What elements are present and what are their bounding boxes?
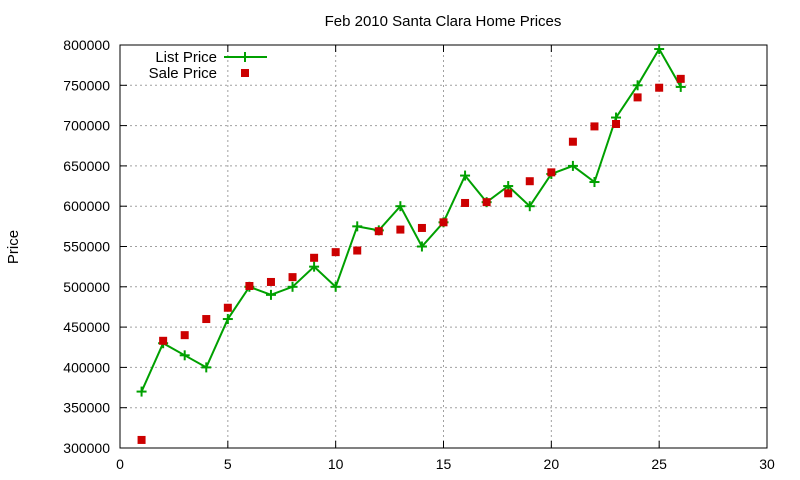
y-tick-label: 600000 — [63, 198, 110, 214]
list-price-point — [524, 201, 535, 212]
list-price-point — [287, 281, 298, 292]
sale-price-point — [568, 137, 577, 146]
y-tick-label: 700000 — [63, 118, 110, 134]
sale-price-point — [547, 168, 556, 177]
sale-price-point — [439, 218, 448, 227]
x-tick-label: 5 — [224, 456, 232, 472]
y-tick-label: 400000 — [63, 359, 110, 375]
sale-price-point — [137, 435, 146, 444]
y-tick-label: 450000 — [63, 319, 110, 335]
list-price-point — [222, 314, 233, 325]
y-tick-label: 500000 — [63, 279, 110, 295]
sale-price-point — [245, 281, 254, 290]
sale-price-point — [633, 93, 642, 102]
y-tick-label: 800000 — [63, 37, 110, 53]
list-price-point — [675, 81, 686, 92]
legend-label: Sale Price — [149, 65, 217, 82]
series-sale-price — [137, 74, 685, 444]
y-tick-label: 550000 — [63, 239, 110, 255]
list-price-point — [460, 170, 471, 181]
sale-price-point — [159, 336, 168, 345]
sale-price-point — [396, 225, 405, 234]
sale-price-point — [461, 198, 470, 207]
list-price-point — [201, 362, 212, 373]
sale-price-point — [266, 277, 275, 286]
list-price-point — [136, 386, 147, 397]
sale-price-point — [482, 198, 491, 207]
list-price-point — [265, 289, 276, 300]
legend-marker-sale-price — [241, 69, 249, 77]
legend-marker-list-price — [240, 52, 250, 62]
y-axis-label: Price — [5, 230, 22, 264]
list-price-point — [654, 44, 665, 55]
x-tick-label: 25 — [651, 456, 667, 472]
list-price-point — [330, 281, 341, 292]
sale-price-point — [202, 315, 211, 324]
sale-price-point — [180, 331, 189, 340]
sale-price-point — [374, 227, 383, 236]
x-tick-label: 0 — [116, 456, 124, 472]
x-tick-label: 30 — [759, 456, 775, 472]
sale-price-point — [288, 273, 297, 282]
sale-price-point — [504, 189, 513, 198]
axis-ticks: 0 5 10 15 20 25 30 300000 350000 400000 450000 5000… — [63, 37, 775, 472]
sale-price-point — [417, 223, 426, 232]
x-tick-label: 20 — [544, 456, 560, 472]
sale-price-point — [331, 248, 340, 257]
list-price-point — [309, 261, 320, 272]
y-tick-label: 750000 — [63, 77, 110, 93]
list-price-point — [632, 80, 643, 91]
list-price-point — [416, 241, 427, 252]
grid-lines — [120, 45, 767, 448]
x-tick-label: 10 — [328, 456, 344, 472]
list-price-point — [395, 201, 406, 212]
x-tick-label: 15 — [436, 456, 452, 472]
list-price-line — [140, 47, 682, 392]
y-tick-label: 650000 — [63, 158, 110, 174]
sale-price-point — [655, 83, 664, 92]
sale-price-point — [525, 177, 534, 186]
y-tick-label: 300000 — [63, 440, 110, 456]
list-price-point — [179, 350, 190, 361]
sale-price-point — [612, 119, 621, 128]
sale-price-point — [590, 122, 599, 131]
list-price-point — [352, 221, 363, 232]
sale-price-point — [310, 253, 319, 262]
list-price-point — [567, 160, 578, 171]
series-list-price — [136, 44, 686, 397]
legend-label: List Price — [155, 49, 217, 66]
chart-title: Feb 2010 Santa Clara Home Prices — [325, 13, 562, 30]
sale-price-point — [676, 74, 685, 83]
y-tick-label: 350000 — [63, 400, 110, 416]
sale-price-point — [223, 303, 232, 312]
list-price-point — [589, 177, 600, 188]
series-layer — [136, 44, 686, 444]
sale-price-point — [353, 246, 362, 255]
